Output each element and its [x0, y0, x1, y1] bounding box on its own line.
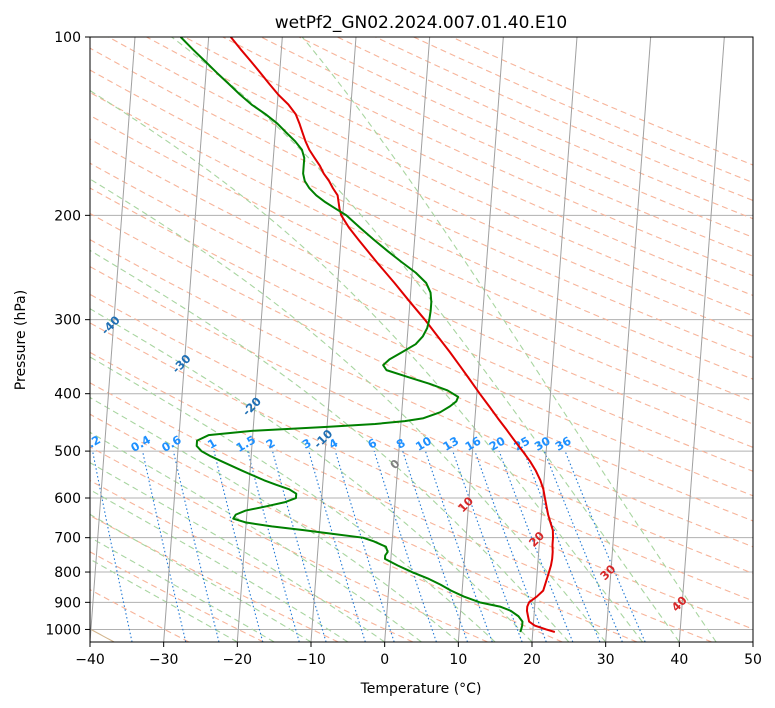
y-tick-label: 300 [54, 313, 81, 329]
isotherm [531, 37, 578, 642]
x-tick-label: 30 [597, 652, 615, 668]
y-tick-label: 100 [54, 30, 81, 46]
mixing-ratio-line [373, 450, 437, 642]
mixing-ratio-label: 10 [413, 434, 434, 454]
mixing-ratio-line [247, 450, 300, 642]
moist-adiabat [171, 37, 680, 642]
x-tick-label: −20 [223, 652, 253, 668]
axis-ticks: −40 −30 −20 −10 0 10 20 30 40 50 100 200 300 400 500 60… [45, 30, 762, 668]
x-tick-label: 20 [523, 652, 541, 668]
mixing-ratio-line [92, 450, 133, 642]
moist-adiabat [90, 178, 607, 642]
isotherm [310, 37, 357, 642]
y-tick-label: 400 [54, 387, 81, 403]
dry-adiabat [90, 138, 753, 448]
y-tick-label: 500 [54, 444, 81, 460]
mixing-ratio-line [308, 450, 366, 642]
isotherms [90, 37, 753, 642]
mixing-ratio-line [424, 450, 493, 642]
dry-adiabat [90, 322, 753, 630]
mixing-ratio-line [172, 450, 220, 642]
mixing-ratio-line [213, 450, 264, 642]
y-tick-label: 1000 [45, 622, 81, 638]
dry-adiabat [90, 114, 753, 425]
y-tick-label: 900 [54, 595, 81, 611]
y-tick-label: 800 [54, 565, 81, 581]
mixing-ratio-line [474, 450, 547, 642]
dry-adiabats [90, 37, 753, 642]
mixing-ratio-line [523, 450, 601, 642]
moist-adiabat [90, 462, 385, 642]
mixing-ratio-line [272, 450, 327, 642]
moist-adiabat [90, 89, 643, 642]
y-tick-label: 200 [54, 208, 81, 224]
dry-adiabat [90, 413, 563, 642]
y-axis-label: Pressure (hPa) [13, 290, 29, 390]
x-tick-label: 0 [380, 652, 389, 668]
x-tick-label: 40 [670, 652, 688, 668]
dry-adiabat [184, 37, 753, 297]
mixing-ratio-label: 25 [511, 434, 532, 454]
x-tick-label: 10 [449, 652, 467, 668]
isotherm [163, 37, 210, 642]
mixing-ratio-line [142, 450, 187, 642]
dry-adiabat [90, 187, 753, 497]
dry-adiabat [90, 551, 264, 642]
mixing-ratio-label: 16 [462, 434, 483, 454]
mixing-ratio-label: 20 [487, 434, 508, 454]
mixing-ratio-line [498, 450, 574, 642]
plot-frame [89, 36, 754, 643]
mixing-ratio-label: 36 [553, 434, 574, 454]
dry-adiabat [90, 239, 753, 548]
temperature-profile-line [229, 37, 556, 633]
dewpoint-profile-line [179, 37, 524, 633]
dry-adiabat [90, 588, 190, 642]
mixing-ratio-line [402, 450, 469, 642]
moist-adiabat [90, 558, 238, 642]
dry-adiabat [90, 47, 753, 359]
isotherm [605, 37, 652, 642]
moist-adiabat [90, 249, 570, 642]
mixing-ratio-line [543, 450, 623, 642]
x-axis-label: Temperature (°C) [360, 681, 482, 697]
moist-adiabat [90, 536, 275, 642]
isotherm [457, 37, 504, 642]
dry-adiabat [90, 293, 753, 602]
isotherm [678, 37, 725, 642]
chart-title: wetPf2_GN02.2024.007.01.40.E10 [275, 13, 567, 33]
moist-adiabat [90, 308, 533, 642]
x-tick-label: −30 [149, 652, 179, 668]
dry-adiabat [90, 446, 488, 642]
profile-series [179, 37, 556, 633]
moist-adiabats [90, 37, 717, 642]
x-tick-label: −40 [75, 652, 105, 668]
moist-adiabat [90, 356, 496, 642]
y-tick-label: 700 [54, 531, 81, 547]
mixing-ratio-line [452, 450, 523, 642]
mixing-ratio-label: 30 [532, 434, 553, 454]
moist-adiabat [301, 37, 717, 642]
isotherm [90, 37, 136, 642]
mixing-ratio-label: 13 [440, 434, 461, 454]
isotherm [236, 37, 283, 642]
dry-adiabat [90, 212, 753, 522]
isotherm [384, 37, 431, 642]
dry-adiabat [90, 351, 712, 642]
y-tick-label: 600 [54, 491, 81, 507]
x-tick-label: −10 [296, 652, 326, 668]
moist-adiabat [90, 431, 422, 642]
x-tick-label: 50 [744, 652, 762, 668]
